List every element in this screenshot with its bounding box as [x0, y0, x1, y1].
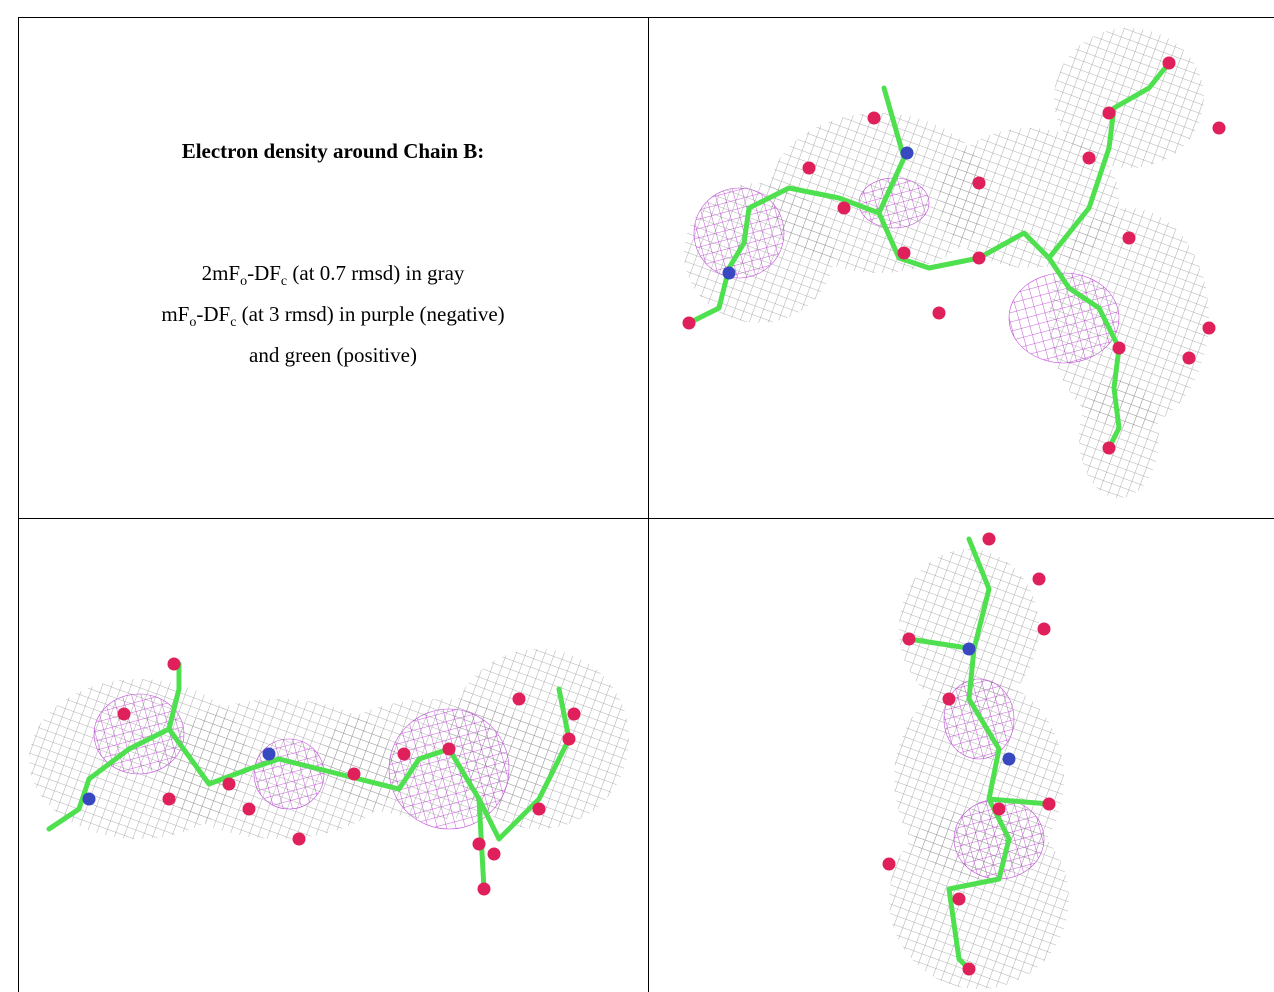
nitrogen-atom: [263, 748, 276, 761]
oxygen-atom: [168, 658, 181, 671]
oxygen-atom: [1213, 122, 1226, 135]
oxygen-atom: [868, 112, 881, 125]
negative-density: [694, 188, 784, 278]
density-view: [19, 519, 648, 992]
oxygen-atom: [1103, 442, 1116, 455]
nitrogen-atom: [1003, 753, 1016, 766]
oxygen-atom: [953, 893, 966, 906]
oxygen-atom: [348, 768, 361, 781]
oxygen-atom: [933, 307, 946, 320]
gray-density: [1079, 378, 1159, 498]
oxygen-atom: [443, 743, 456, 756]
oxygen-atom: [533, 803, 546, 816]
text-run: (at 0.7 rmsd) in gray: [287, 261, 464, 285]
oxygen-atom: [1043, 798, 1056, 811]
oxygen-atom: [838, 202, 851, 215]
caption-title: Electron density around Chain B:: [18, 139, 648, 164]
oxygen-atom: [1038, 623, 1051, 636]
caption-line: mFo-DFc (at 3 rmsd) in purple (negative): [18, 298, 648, 339]
oxygen-atom: [478, 883, 491, 896]
oxygen-atom: [163, 793, 176, 806]
text-run: -DF: [196, 302, 230, 326]
oxygen-atom: [1033, 573, 1046, 586]
oxygen-atom: [223, 778, 236, 791]
oxygen-atom: [973, 177, 986, 190]
oxygen-atom: [983, 533, 996, 546]
caption-cell: Electron density around Chain B: 2mFo-DF…: [18, 17, 648, 518]
text-run: (at 3 rmsd) in purple (negative): [236, 302, 504, 326]
oxygen-atom: [118, 708, 131, 721]
text-run: and green (positive): [249, 343, 417, 367]
caption-line: 2mFo-DFc (at 0.7 rmsd) in gray: [18, 257, 648, 298]
oxygen-atom: [398, 748, 411, 761]
oxygen-atom: [1103, 107, 1116, 120]
density-view: [649, 519, 1274, 992]
oxygen-atom: [1113, 342, 1126, 355]
oxygen-atom: [973, 252, 986, 265]
oxygen-atom: [488, 848, 501, 861]
text-run: 2mF: [202, 261, 241, 285]
oxygen-atom: [513, 693, 526, 706]
nitrogen-atom: [723, 267, 736, 280]
oxygen-atom: [903, 633, 916, 646]
oxygen-atom: [1163, 57, 1176, 70]
oxygen-atom: [1203, 322, 1216, 335]
oxygen-atom: [993, 803, 1006, 816]
text-run: -DF: [247, 261, 281, 285]
oxygen-atom: [473, 838, 486, 851]
negative-density: [389, 709, 509, 829]
oxygen-atom: [803, 162, 816, 175]
caption-line: and green (positive): [18, 339, 648, 372]
oxygen-atom: [1123, 232, 1136, 245]
oxygen-atom: [683, 317, 696, 330]
oxygen-atom: [1183, 352, 1196, 365]
oxygen-atom: [568, 708, 581, 721]
text-run: mF: [161, 302, 189, 326]
oxygen-atom: [1083, 152, 1096, 165]
nitrogen-atom: [83, 793, 96, 806]
density-view: [649, 18, 1274, 518]
oxygen-atom: [243, 803, 256, 816]
nitrogen-atom: [963, 643, 976, 656]
figure-table: Electron density around Chain B: 2mFo-DF…: [0, 0, 1274, 992]
oxygen-atom: [563, 733, 576, 746]
nitrogen-atom: [901, 147, 914, 160]
oxygen-atom: [293, 833, 306, 846]
oxygen-atom: [883, 858, 896, 871]
oxygen-atom: [943, 693, 956, 706]
oxygen-atom: [898, 247, 911, 260]
oxygen-atom: [963, 963, 976, 976]
